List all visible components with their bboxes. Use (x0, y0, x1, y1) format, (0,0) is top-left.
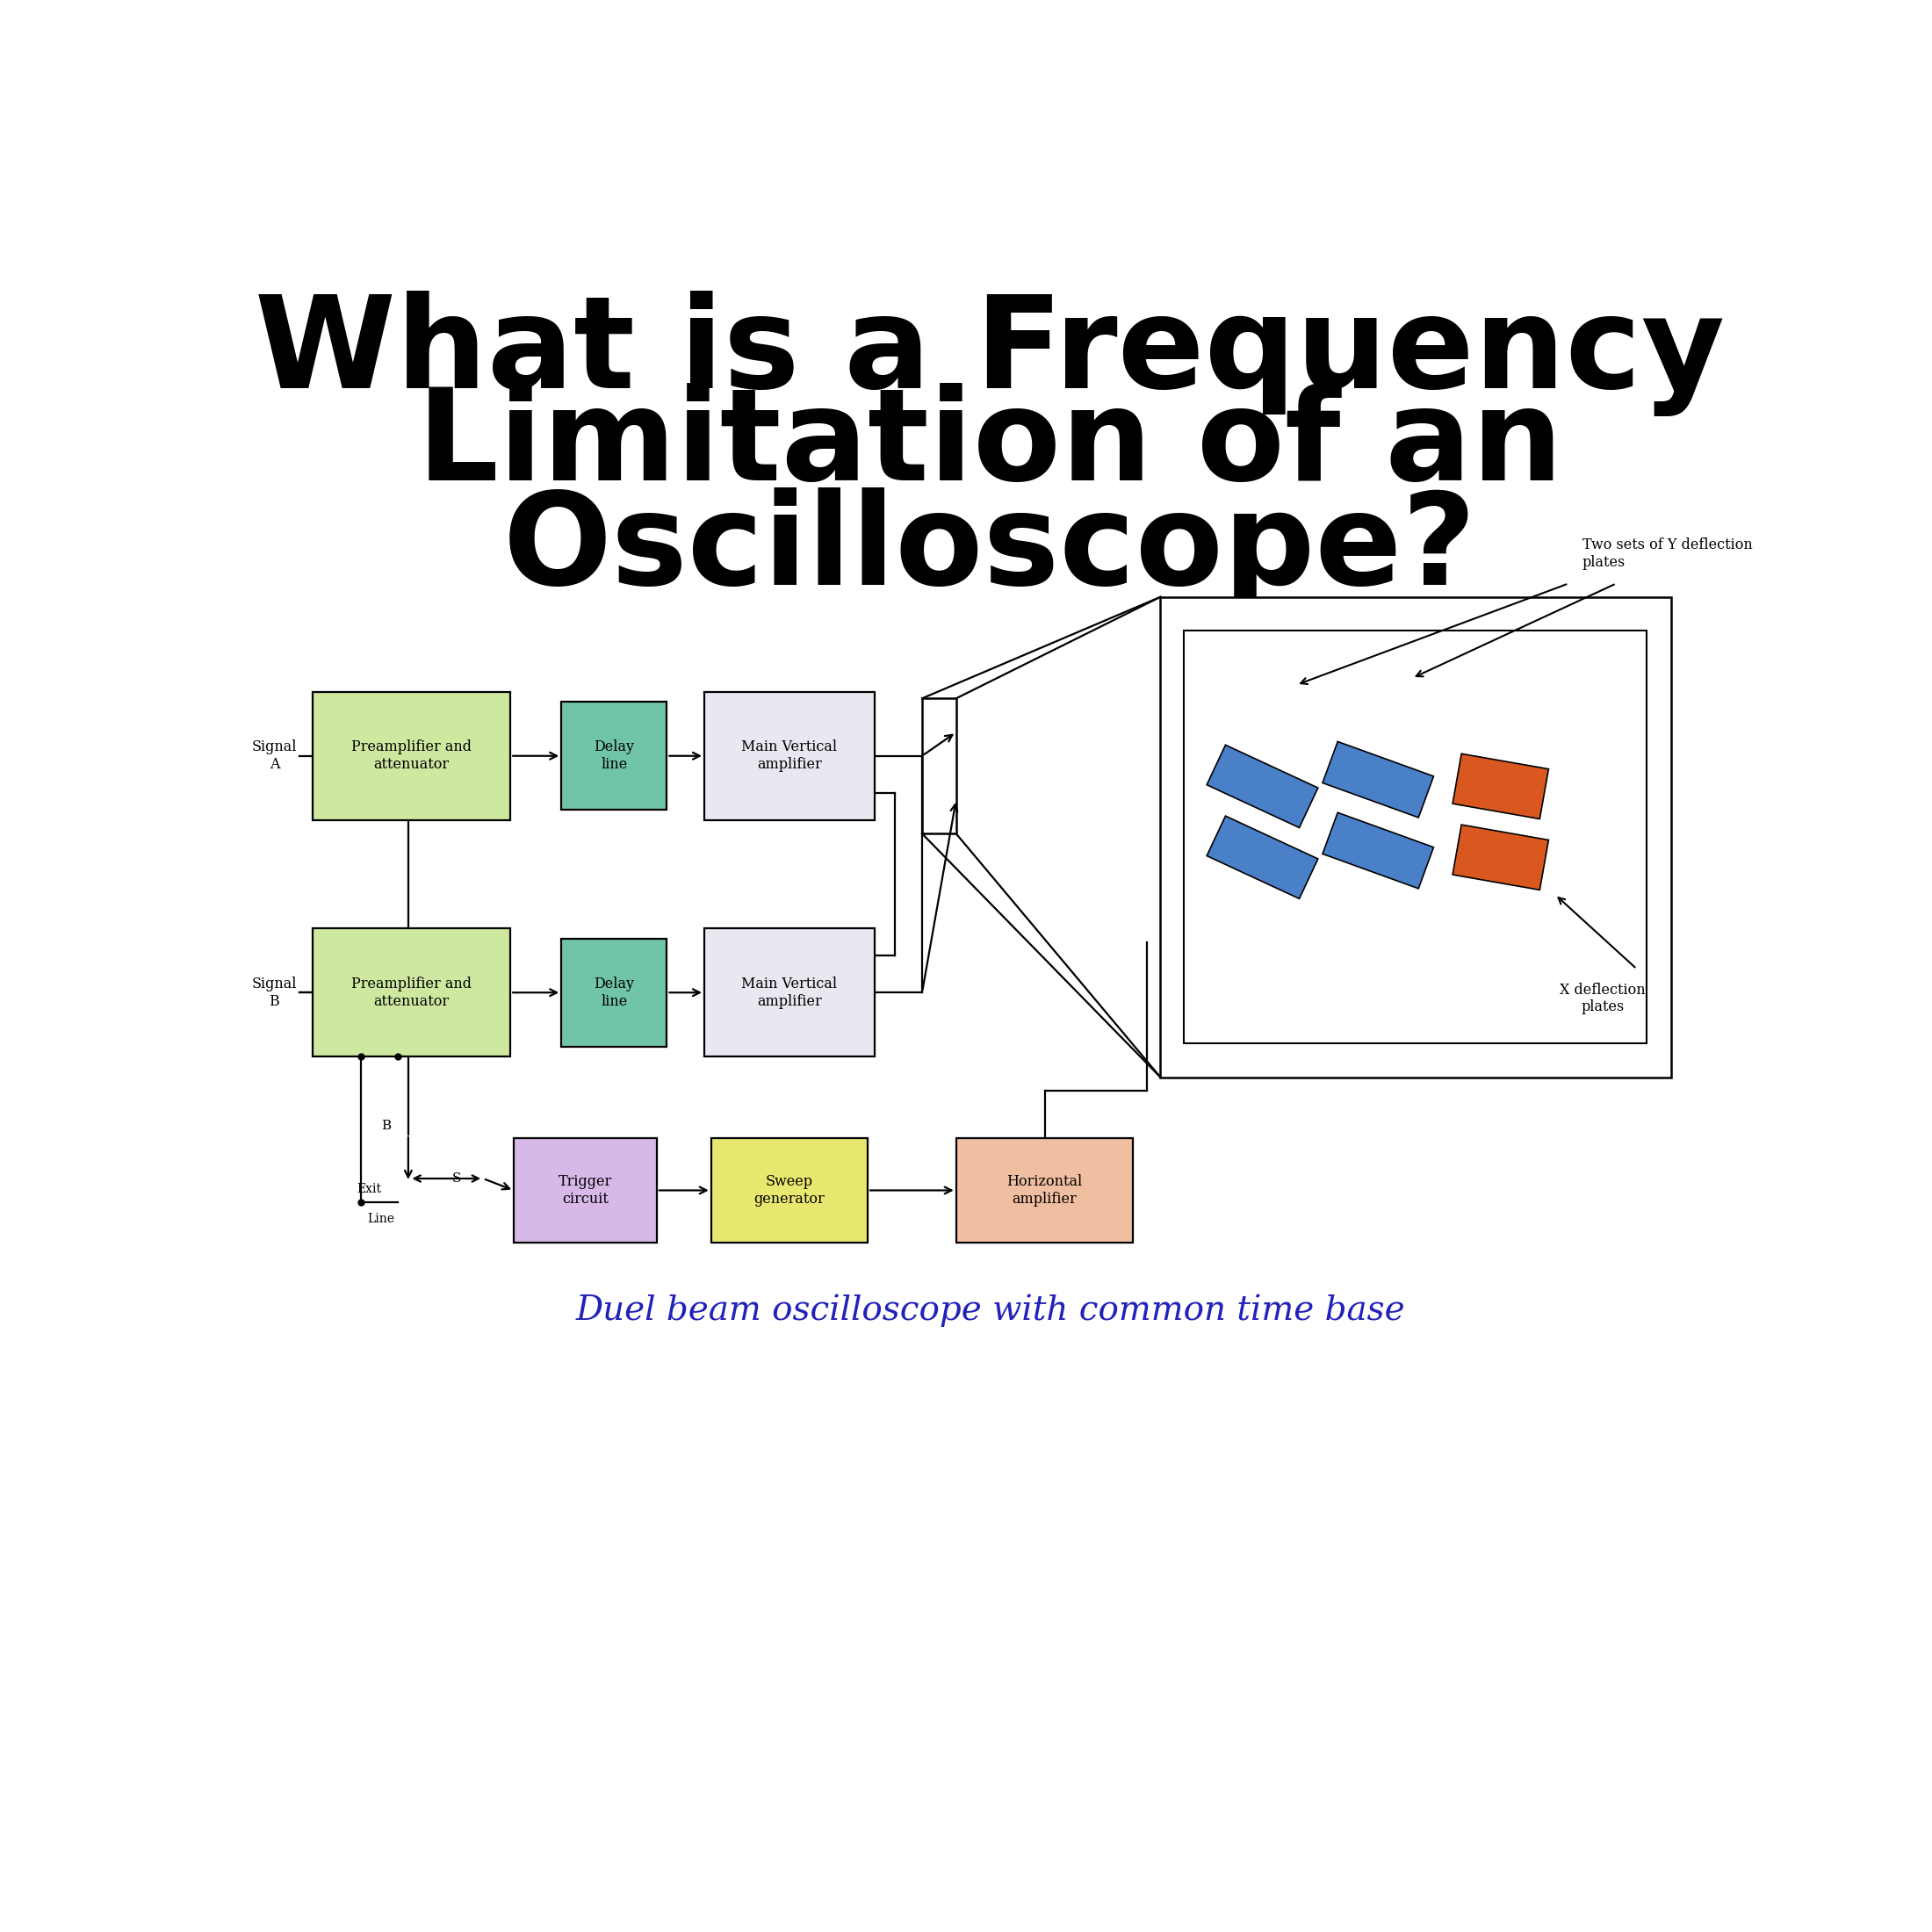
Text: Line: Line (367, 1213, 394, 1225)
Text: What is a Frequency: What is a Frequency (255, 292, 1725, 417)
Text: Trigger
circuit: Trigger circuit (558, 1175, 612, 1206)
Bar (1161, 597, 1671, 1078)
Text: Two sets of Y deflection
plates: Two sets of Y deflection plates (1582, 537, 1752, 570)
Bar (562, 701, 667, 810)
Text: Signal
B: Signal B (251, 976, 298, 1009)
Bar (705, 927, 875, 1057)
Text: Duel beam oscilloscope with common time base: Duel beam oscilloscope with common time … (576, 1294, 1405, 1327)
Polygon shape (1208, 746, 1318, 827)
Bar (705, 692, 875, 819)
Bar (1184, 630, 1646, 1043)
Text: Main Vertical
amplifier: Main Vertical amplifier (742, 976, 837, 1009)
Text: Main Vertical
amplifier: Main Vertical amplifier (742, 740, 837, 773)
Text: Preamplifier and
attenuator: Preamplifier and attenuator (352, 976, 471, 1009)
Polygon shape (1208, 815, 1318, 898)
Text: Delay
line: Delay line (593, 740, 634, 773)
Polygon shape (1453, 825, 1549, 891)
Text: Horizontal
amplifier: Horizontal amplifier (1007, 1175, 1082, 1206)
Text: Limitation of an: Limitation of an (417, 383, 1563, 506)
Polygon shape (1323, 813, 1434, 889)
Text: Delay
line: Delay line (593, 976, 634, 1009)
Bar (922, 699, 956, 835)
Text: B: B (383, 1121, 392, 1132)
Bar (313, 927, 510, 1057)
Bar (514, 1138, 657, 1242)
Text: Preamplifier and
attenuator: Preamplifier and attenuator (352, 740, 471, 773)
Bar (313, 692, 510, 819)
Text: S: S (452, 1173, 462, 1184)
Text: Exit: Exit (357, 1182, 383, 1194)
Bar (711, 1138, 867, 1242)
Bar (956, 1138, 1132, 1242)
Bar (562, 939, 667, 1047)
Polygon shape (1323, 742, 1434, 817)
Polygon shape (1453, 753, 1549, 819)
Text: Signal
A: Signal A (251, 740, 298, 773)
Text: Oscilloscope?: Oscilloscope? (502, 487, 1478, 612)
Text: Sweep
generator: Sweep generator (753, 1175, 825, 1206)
Text: X deflection
plates: X deflection plates (1559, 981, 1646, 1014)
